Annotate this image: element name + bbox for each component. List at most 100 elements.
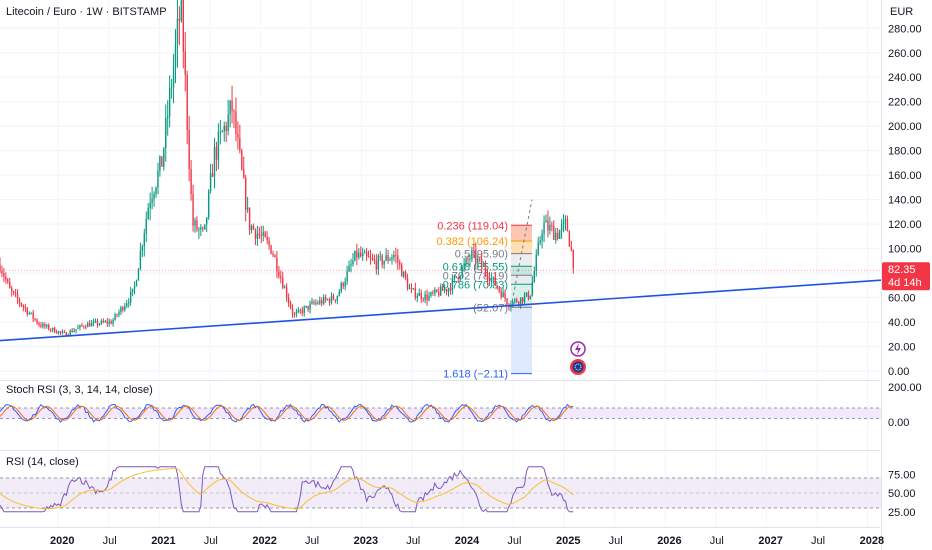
candle-body — [383, 260, 385, 265]
candle-body — [254, 229, 257, 239]
candle-body — [539, 240, 541, 243]
candle-body — [235, 111, 237, 135]
fib-zone — [511, 275, 532, 285]
candle-body — [262, 232, 264, 236]
event-icons[interactable] — [570, 341, 586, 375]
candle-body — [570, 246, 573, 250]
stoch-d-line — [0, 405, 574, 421]
candle-body — [562, 220, 565, 225]
candle-body — [108, 321, 110, 324]
candle-body — [449, 288, 452, 291]
candle-body — [324, 297, 327, 300]
candle-body — [369, 257, 372, 259]
candle-body — [38, 323, 40, 326]
candle-body — [87, 323, 89, 328]
candle-body — [106, 321, 108, 324]
price-axis[interactable] — [881, 0, 932, 550]
fib-trend-line[interactable] — [510, 199, 533, 308]
candle-body — [243, 169, 245, 178]
candle-body — [102, 320, 105, 323]
candle-body — [28, 313, 30, 315]
candle-body — [188, 129, 190, 170]
candle-body — [342, 283, 344, 287]
candle-body — [502, 292, 504, 298]
candle-body — [311, 301, 313, 304]
candle-body — [126, 303, 128, 307]
candle-body — [504, 292, 506, 299]
candle-body — [246, 207, 249, 210]
currency-label: EUR — [890, 6, 914, 18]
candle-body — [471, 250, 473, 260]
candle-body — [89, 323, 91, 327]
candle-body — [79, 325, 81, 328]
candle-body — [190, 169, 192, 194]
candle-body — [291, 307, 294, 315]
candle-body — [219, 131, 222, 133]
candle-body — [490, 278, 493, 282]
candle-body — [428, 295, 430, 301]
candle-body — [51, 327, 54, 330]
candle-body — [313, 301, 315, 304]
candle-body — [237, 134, 239, 138]
candle-body — [180, 0, 183, 21]
candle-body — [309, 303, 311, 310]
candle-body — [30, 312, 32, 314]
candle-body — [63, 331, 66, 333]
candle-body — [350, 264, 352, 266]
candle-body — [40, 325, 42, 327]
candle-body — [500, 291, 502, 298]
candle-body — [303, 307, 305, 314]
candle-body — [543, 222, 545, 234]
candle-body — [1, 270, 3, 274]
candle-body — [299, 309, 301, 311]
candle-body — [393, 255, 395, 258]
pane-separator[interactable] — [0, 450, 880, 451]
candle-body — [32, 312, 34, 319]
candle-body — [566, 219, 569, 232]
candle-body — [297, 309, 300, 313]
candle-body — [406, 278, 409, 289]
candle-body — [200, 227, 202, 230]
candle-body — [206, 217, 208, 225]
lightning-icon[interactable] — [570, 341, 586, 357]
pane-separator[interactable] — [0, 380, 880, 381]
candle-body — [59, 331, 62, 333]
candle-body — [225, 125, 227, 132]
candle-body — [424, 294, 426, 300]
candlestick-series — [0, 0, 574, 337]
candle-body — [116, 314, 118, 316]
candle-body — [233, 110, 235, 112]
candle-body — [432, 292, 434, 294]
candle-body — [112, 319, 114, 324]
candle-body — [326, 299, 329, 301]
candle-body — [377, 256, 379, 270]
fib-level-label: 0.236 (119.04) — [437, 220, 508, 232]
candle-body — [564, 219, 567, 221]
candle-body — [137, 268, 140, 281]
rsi-legend: RSI (14, close) — [6, 456, 79, 468]
candle-body — [336, 295, 339, 301]
candle-body — [42, 323, 44, 327]
candle-body — [213, 146, 216, 177]
candle-body — [143, 233, 145, 247]
candle-body — [344, 281, 346, 287]
candle-body — [551, 225, 553, 227]
candle-body — [24, 306, 27, 309]
fib-zone — [511, 225, 532, 241]
candle-body — [81, 325, 83, 327]
candle-body — [473, 250, 475, 252]
fib-zone — [511, 307, 532, 374]
candle-body — [276, 257, 278, 272]
trendline[interactable] — [0, 278, 896, 342]
rsi-ma-line — [0, 467, 574, 510]
candle-body — [356, 250, 358, 258]
earnings-icon[interactable] — [570, 359, 586, 375]
candle-body — [457, 277, 459, 280]
candle-body — [410, 288, 413, 290]
candle-body — [404, 271, 407, 279]
candle-body — [178, 18, 181, 21]
candle-body — [315, 302, 317, 304]
candle-body — [50, 329, 52, 331]
